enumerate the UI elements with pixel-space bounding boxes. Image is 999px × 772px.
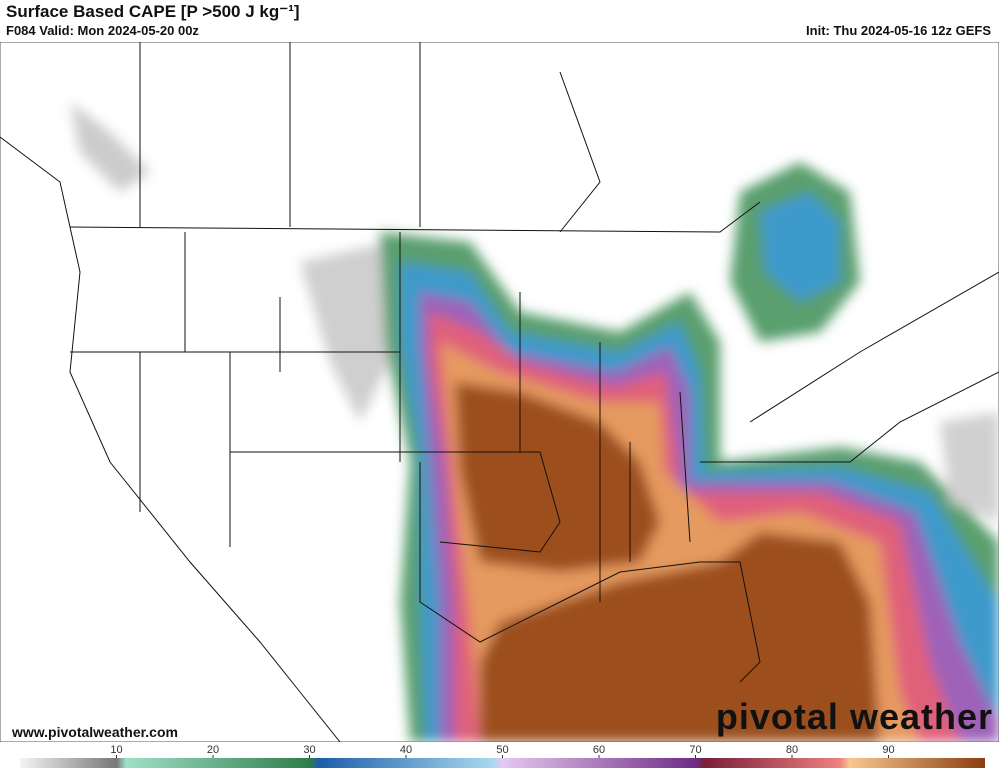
boundaries <box>0 42 999 742</box>
colorbar: 10 20 30 40 50 60 70 80 90 <box>20 744 985 768</box>
valid-time: F084 Valid: Mon 2024-05-20 00z <box>6 23 199 38</box>
colorbar-tick-label: 80 <box>786 744 798 756</box>
colorbar-tick-label: 10 <box>110 744 122 756</box>
colorbar-tick-label: 20 <box>207 744 219 756</box>
colorbar-tick-label: 90 <box>882 744 894 756</box>
watermark: pivotal weather <box>715 696 993 737</box>
title: Surface Based CAPE [P >500 J kg⁻¹] <box>6 2 300 21</box>
colorbar-tick-label: 40 <box>400 744 412 756</box>
colorbar-scale <box>20 758 985 768</box>
map <box>0 42 999 742</box>
init-time: Init: Thu 2024-05-16 12z GEFS <box>806 23 991 38</box>
colorbar-tick-label: 70 <box>689 744 701 756</box>
website: www.pivotalweather.com <box>12 724 178 740</box>
colorbar-tick-label: 50 <box>496 744 508 756</box>
colorbar-tick-label: 30 <box>303 744 315 756</box>
colorbar-tick-label: 60 <box>593 744 605 756</box>
